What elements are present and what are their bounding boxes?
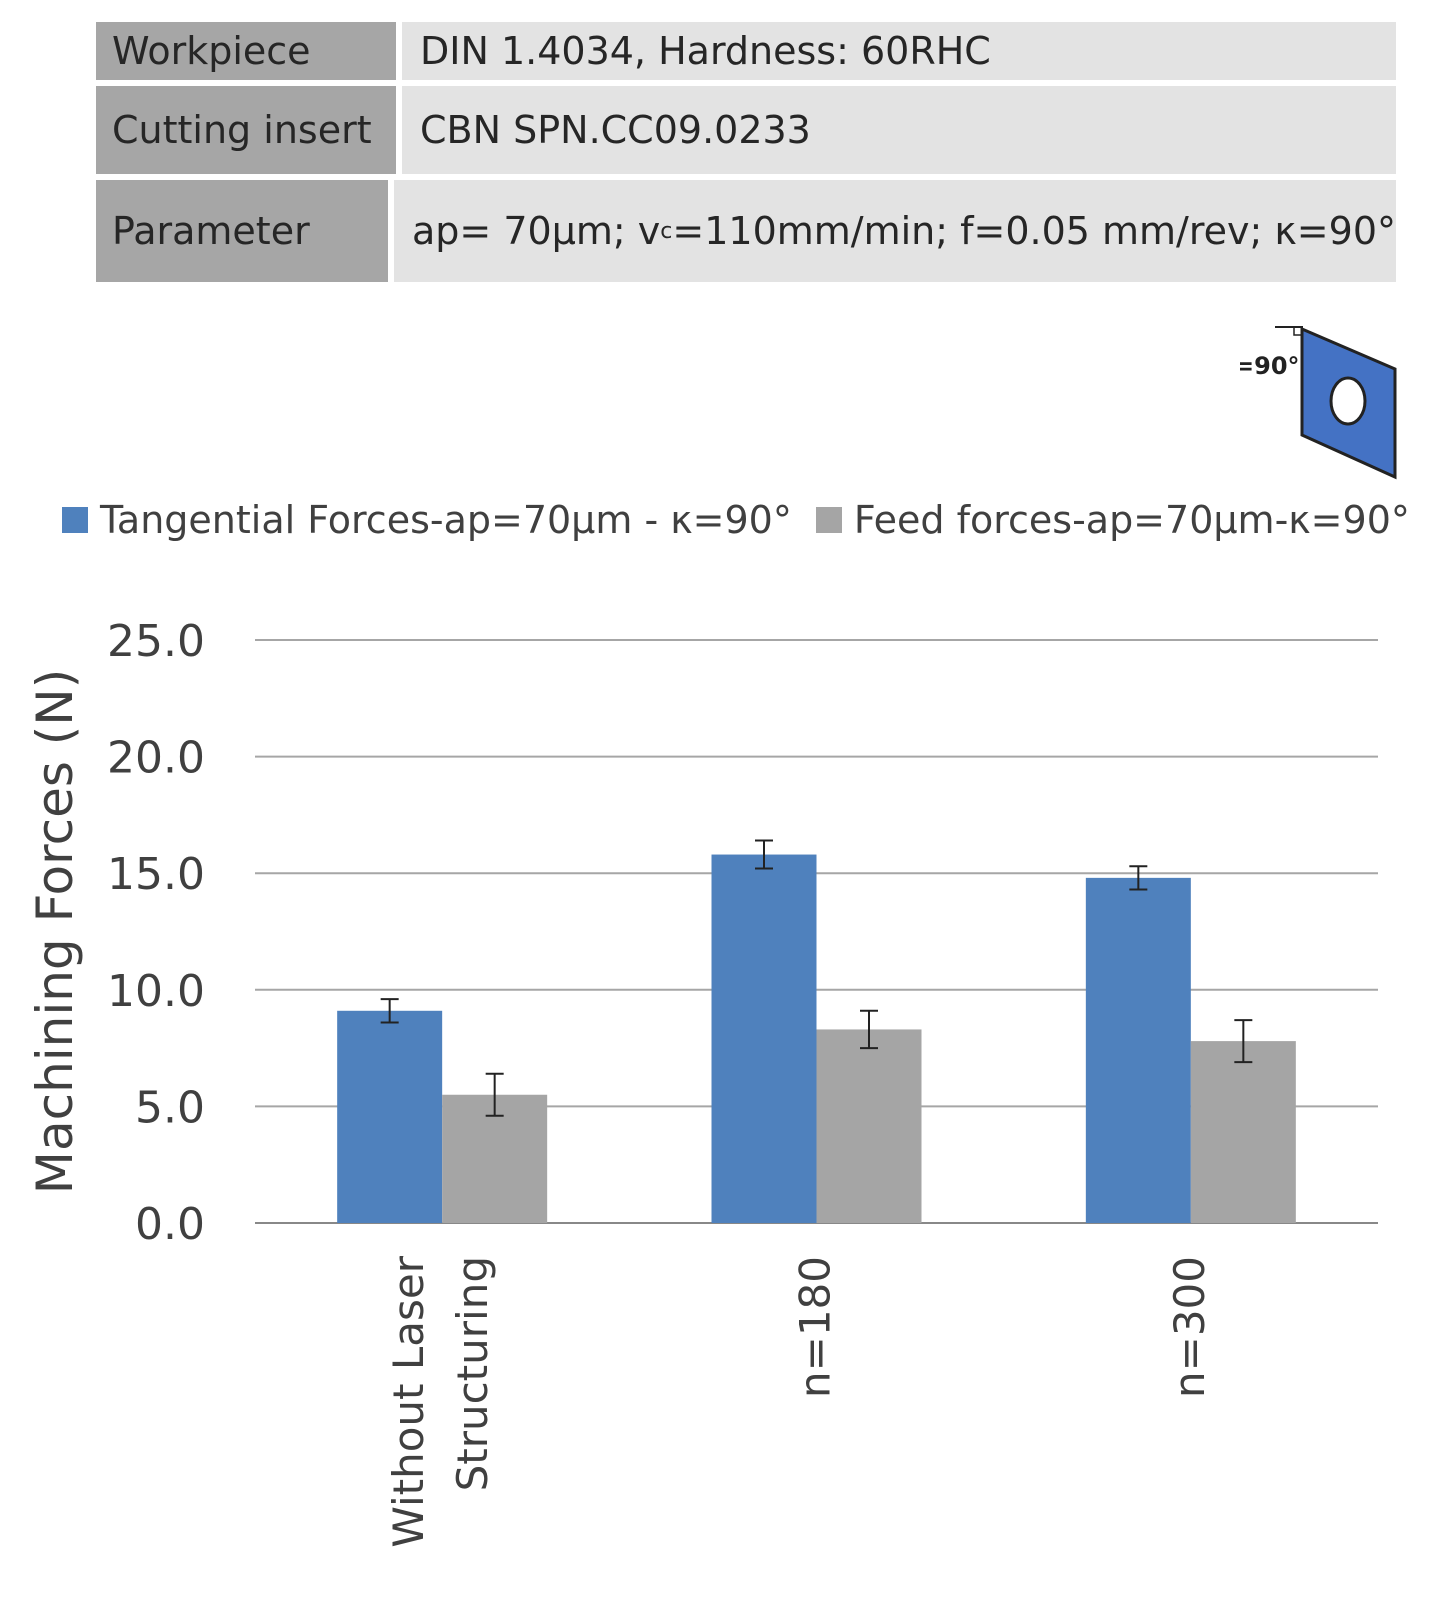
y-tick-label: 10.0 [107,966,205,1017]
bar-tangential [1085,877,1191,1223]
y-tick-label: 25.0 [107,616,205,667]
chart-legend: Tangential Forces-ap=70µm - κ=90° Feed f… [62,490,1434,550]
legend-item-tangential: Tangential Forces-ap=70µm - κ=90° [62,498,792,542]
x-category-label: n=300 [1165,1256,1214,1398]
legend-item-feed: Feed forces-ap=70µm-κ=90° [815,498,1410,542]
table-row-cutting-insert: Cutting insert CBN SPN.CC09.0233 [96,86,1396,174]
bar-feed [816,1029,922,1223]
legend-label: Feed forces-ap=70µm-κ=90° [853,498,1410,542]
table-key: Parameter [96,180,389,282]
table-key: Cutting insert [96,86,396,174]
legend-label: Tangential Forces-ap=70µm - κ=90° [100,498,792,542]
bar-feed [1190,1041,1296,1223]
value-subscript: c [660,218,673,244]
table-value: CBN SPN.CC09.0233 [402,86,1396,174]
value-part: =110mm/min; f=0.05 mm/rev; κ=90° [672,209,1396,253]
x-category-label: Structuring [448,1256,497,1491]
y-axis-title: Machining Forces (N) [26,669,84,1194]
bar-tangential [711,854,817,1223]
x-category-label: Without Laser [384,1255,433,1547]
y-tick-label: 20.0 [107,733,205,784]
x-category-label: n=180 [791,1256,840,1398]
y-tick-label: 0.0 [135,1199,205,1250]
value-part: ap= 70µm; v [412,209,661,253]
table-row-workpiece: Workpiece DIN 1.4034, Hardness: 60RHC [96,22,1396,80]
bar-tangential [337,1010,443,1223]
legend-swatch-tangential [62,507,88,533]
table-value: ap= 70µm; v c =110mm/min; f=0.05 mm/rev; κ… [394,180,1396,282]
bar-chart: 0.0 5.0 10.0 15.0 20.0 25.0 Machining Forces (… [26,616,1378,1548]
legend-swatch-feed [815,507,842,533]
insert-angle-label: κ=90° [1240,352,1300,380]
table-row-parameter: Parameter ap= 70µm; v c =110mm/min; f=0.05… [96,180,1396,282]
cutting-insert-icon: κ=90° [1240,326,1397,480]
insert-hole [1329,376,1367,426]
y-tick-label: 15.0 [107,849,205,900]
y-tick-label: 5.0 [135,1082,205,1133]
table-value: DIN 1.4034, Hardness: 60RHC [402,22,1396,80]
table-key: Workpiece [96,22,396,80]
parameter-table: Workpiece DIN 1.4034, Hardness: 60RHC Cu… [96,22,1396,288]
